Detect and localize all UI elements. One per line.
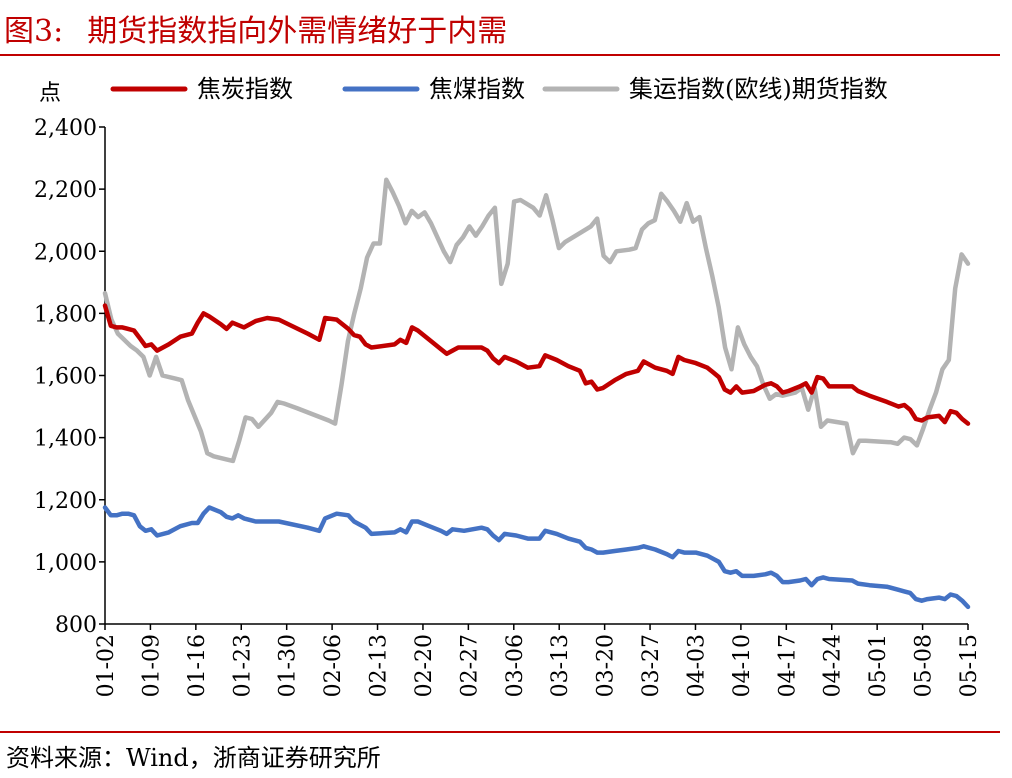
x-tick-label: 02-27: [457, 634, 482, 697]
x-tick-label: 04-24: [821, 634, 846, 697]
x-tick-label: 01-23: [230, 634, 255, 697]
x-tick-label: 04-03: [684, 634, 709, 697]
x-tick-label: 04-17: [775, 634, 800, 697]
legend-label-1: 焦煤指数: [429, 75, 525, 103]
x-tick-label: 01-09: [139, 634, 164, 697]
source-divider: [0, 731, 1000, 733]
y-tick-label: 1,000: [34, 551, 97, 576]
y-tick-label: 2,400: [34, 116, 97, 141]
y-axis-label: 点: [39, 81, 61, 106]
y-tick-label: 2,200: [34, 178, 97, 203]
x-tick-label: 05-08: [912, 634, 937, 697]
series-line-1: [102, 505, 971, 610]
series-lines: [102, 177, 971, 610]
x-axis: 01-02 01-09 01-16 01-23 01-30 02-06 02-13 02-20…: [94, 623, 982, 697]
x-tick-label: 05-01: [866, 634, 891, 697]
source-note: 资料来源：Wind，浙商证券研究所: [6, 744, 381, 772]
y-tick-label: 1,200: [34, 489, 97, 514]
x-tick-label: 01-02: [94, 634, 119, 697]
x-tick-label: 04-10: [730, 634, 755, 697]
title-divider: [0, 54, 1000, 56]
series-line-2: [102, 177, 971, 464]
x-tick-label: 02-06: [321, 634, 346, 697]
x-tick-label: 05-15: [957, 634, 982, 697]
x-tick-label: 01-30: [276, 634, 301, 697]
legend-label-0: 焦炭指数: [197, 75, 293, 103]
legend-label-2: 集运指数(欧线)期货指数: [629, 75, 888, 103]
figure-title: 图3: 期货指数指向外需情绪好于内需: [4, 6, 507, 50]
y-tick-label: 2,000: [34, 240, 97, 265]
y-tick-label: 1,800: [34, 302, 97, 327]
x-tick-label: 02-20: [412, 634, 437, 697]
y-tick-label: 1,400: [34, 427, 97, 452]
x-tick-label: 01-16: [185, 634, 210, 697]
series-line-0: [102, 303, 971, 426]
x-tick-label: 03-27: [639, 634, 664, 697]
figure-title-text: 期货指数指向外需情绪好于内需: [87, 14, 508, 49]
x-tick-label: 03-13: [548, 634, 573, 697]
y-axis: 2,400 2,200 2,000 1,800 1,600 1,400 1,200 1,000…: [34, 116, 106, 638]
x-tick-label: 03-20: [594, 634, 619, 697]
y-tick-label: 1,600: [34, 365, 97, 390]
figure-number: 图3:: [4, 14, 64, 49]
x-tick-label: 02-13: [367, 634, 392, 697]
y-tick-label: 800: [55, 613, 97, 638]
x-tick-label: 03-06: [503, 634, 528, 697]
legend: 焦炭指数 焦煤指数 集运指数(欧线)期货指数: [110, 75, 888, 103]
